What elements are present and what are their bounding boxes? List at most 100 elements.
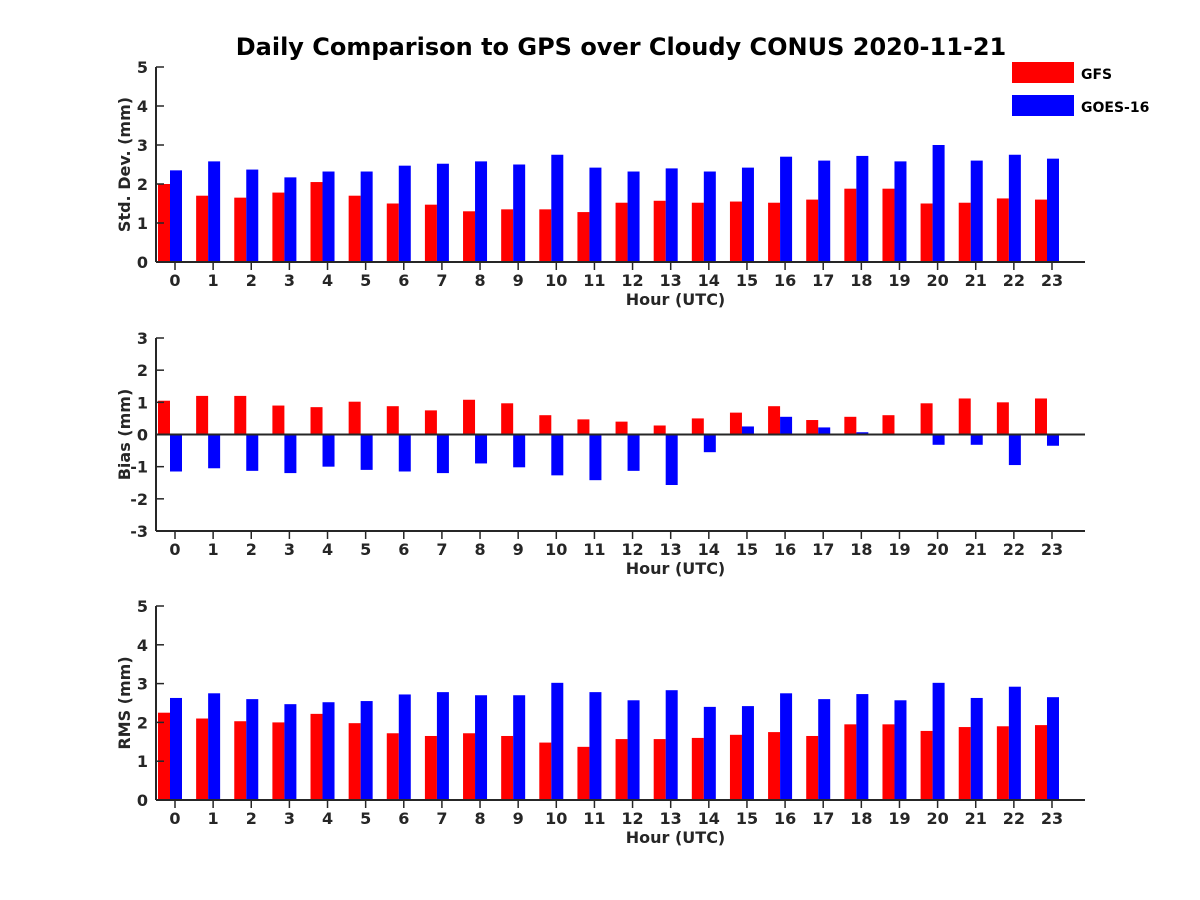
- legend-label-goes16: GOES-16: [1081, 100, 1149, 116]
- bar-gfs-hour-5: [348, 723, 361, 800]
- bar-gfs-hour-18: [844, 724, 857, 800]
- x-tick-label: 18: [850, 271, 872, 290]
- x-tick-label: 19: [888, 809, 910, 828]
- bar-gfs-hour-7: [424, 204, 437, 262]
- x-tick-label: 4: [322, 540, 333, 559]
- bar-goes16-hour-9: [513, 434, 526, 468]
- bar-gfs-hour-8: [463, 733, 476, 800]
- bar-goes16-hour-3: [284, 704, 297, 800]
- bar-goes16-hour-13: [665, 690, 678, 800]
- bar-goes16-hour-11: [589, 692, 602, 800]
- y-tick-label: 1: [137, 752, 148, 771]
- x-tick-label: 23: [1041, 271, 1063, 290]
- bar-goes16-hour-11: [589, 167, 602, 262]
- y-tick-label: 3: [137, 329, 148, 348]
- bar-goes16-hour-14: [703, 171, 716, 262]
- x-tick-label: 22: [1003, 540, 1025, 559]
- bar-gfs-hour-19: [882, 415, 895, 435]
- x-tick-label: 21: [965, 540, 987, 559]
- bar-goes16-hour-20: [932, 682, 945, 800]
- bar-gfs-hour-13: [653, 425, 666, 435]
- bar-goes16-hour-2: [246, 434, 259, 471]
- x-tick-label: 5: [360, 809, 371, 828]
- bar-gfs-hour-19: [882, 188, 895, 262]
- bar-gfs-hour-12: [615, 202, 628, 262]
- bar-goes16-hour-22: [1008, 154, 1021, 262]
- bar-gfs-hour-14: [691, 202, 704, 262]
- y-axis-label: Bias (mm): [115, 389, 134, 481]
- x-tick-label: 14: [698, 809, 720, 828]
- bar-goes16-hour-17: [818, 699, 831, 800]
- bar-gfs-hour-6: [386, 406, 399, 435]
- x-tick-label: 16: [774, 809, 796, 828]
- bar-goes16-hour-5: [360, 434, 373, 470]
- bar-gfs-hour-2: [234, 395, 247, 435]
- x-tick-label: 19: [888, 271, 910, 290]
- bar-gfs-hour-3: [272, 192, 285, 262]
- x-tick-label: 3: [284, 809, 295, 828]
- x-axis-label: Hour (UTC): [626, 290, 726, 309]
- bar-goes16-hour-21: [970, 434, 983, 445]
- x-tick-label: 13: [660, 271, 682, 290]
- bar-gfs-hour-12: [615, 421, 628, 435]
- y-tick-label: 1: [137, 393, 148, 412]
- x-tick-label: 5: [360, 540, 371, 559]
- bar-goes16-hour-4: [322, 702, 335, 800]
- y-tick-label: -2: [130, 490, 148, 509]
- bar-goes16-hour-9: [513, 695, 526, 800]
- bar-gfs-hour-4: [310, 407, 323, 435]
- bar-goes16-hour-17: [818, 427, 831, 435]
- bar-goes16-hour-13: [665, 168, 678, 262]
- bar-goes16-hour-20: [932, 145, 945, 262]
- bar-gfs-hour-9: [501, 403, 514, 435]
- bar-goes16-hour-17: [818, 160, 831, 262]
- bar-gfs-hour-22: [996, 402, 1009, 435]
- x-tick-label: 20: [926, 271, 948, 290]
- bar-goes16-hour-11: [589, 434, 602, 481]
- bar-goes16-hour-23: [1046, 697, 1059, 800]
- x-tick-label: 8: [474, 809, 485, 828]
- bar-goes16-hour-18: [856, 155, 869, 262]
- bar-gfs-hour-4: [310, 182, 323, 262]
- bar-goes16-hour-16: [780, 416, 793, 435]
- x-tick-label: 11: [583, 809, 605, 828]
- bar-goes16-hour-12: [627, 434, 640, 471]
- bar-goes16-hour-21: [970, 697, 983, 800]
- bar-gfs-hour-5: [348, 195, 361, 262]
- bar-goes16-hour-3: [284, 177, 297, 262]
- x-tick-label: 2: [246, 809, 257, 828]
- x-tick-label: 17: [812, 809, 834, 828]
- bar-gfs-hour-11: [577, 746, 590, 800]
- x-tick-label: 4: [322, 809, 333, 828]
- bar-gfs-hour-12: [615, 739, 628, 800]
- bar-gfs-hour-16: [768, 732, 781, 800]
- x-tick-label: 1: [208, 809, 219, 828]
- bar-goes16-hour-10: [551, 434, 564, 476]
- x-tick-label: 10: [545, 271, 567, 290]
- bar-gfs-hour-13: [653, 739, 666, 800]
- bar-gfs-hour-10: [539, 415, 552, 435]
- x-tick-label: 7: [436, 540, 447, 559]
- x-tick-label: 23: [1041, 540, 1063, 559]
- y-tick-label: -1: [130, 458, 148, 477]
- bar-goes16-hour-20: [932, 434, 945, 445]
- x-tick-label: 12: [621, 540, 643, 559]
- y-tick-label: 5: [137, 58, 148, 77]
- bar-gfs-hour-9: [501, 209, 514, 262]
- bar-goes16-hour-7: [436, 163, 449, 262]
- x-tick-label: 20: [926, 540, 948, 559]
- x-tick-label: 3: [284, 271, 295, 290]
- bar-goes16-hour-10: [551, 682, 564, 800]
- bar-gfs-hour-2: [234, 721, 247, 800]
- legend-label-gfs: GFS: [1081, 67, 1112, 83]
- bar-goes16-hour-1: [208, 693, 221, 800]
- bar-goes16-hour-18: [856, 432, 869, 435]
- bar-gfs-hour-9: [501, 735, 514, 800]
- bar-goes16-hour-13: [665, 434, 678, 486]
- bar-gfs-hour-18: [844, 416, 857, 435]
- x-tick-label: 7: [436, 809, 447, 828]
- y-tick-label: 2: [137, 361, 148, 380]
- bar-gfs-hour-22: [996, 198, 1009, 262]
